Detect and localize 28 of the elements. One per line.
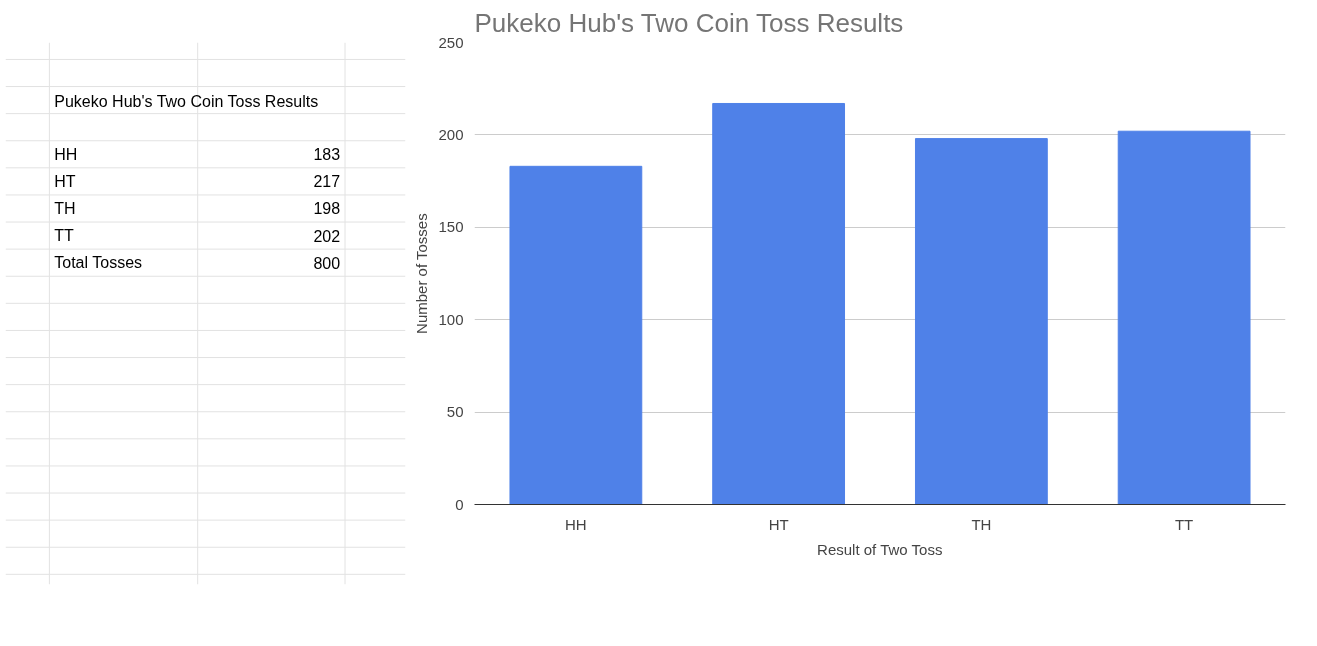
y-tick-label: 250 xyxy=(438,33,464,51)
text: Pukeko Hub's Two Coin Toss Results xyxy=(54,93,319,111)
y-tick-label: 0 xyxy=(455,495,464,513)
y-tick-label: 50 xyxy=(446,403,464,421)
text: 800 xyxy=(313,254,341,272)
bar xyxy=(509,165,643,505)
chart-title: Pukeko Hub's Two Coin Toss Results xyxy=(474,7,904,38)
bar xyxy=(1117,130,1251,505)
bar xyxy=(712,102,846,505)
text: 183 xyxy=(313,146,341,164)
x-tick-label: HT xyxy=(768,515,789,533)
text: HT xyxy=(54,172,76,190)
y-tick-label: 150 xyxy=(438,218,464,236)
y-tick-label: 100 xyxy=(438,310,464,328)
text: TH xyxy=(54,199,76,217)
text: 198 xyxy=(313,200,341,218)
text: HH xyxy=(54,145,78,163)
y-tick-label: 200 xyxy=(438,125,464,143)
text: Total Tosses xyxy=(54,254,143,272)
x-tick-label: TT xyxy=(1174,515,1194,533)
x-tick-label: TH xyxy=(971,515,992,533)
x-tick-label: HH xyxy=(565,515,587,533)
text: 202 xyxy=(313,227,341,245)
x-axis-title: Result of Two Toss xyxy=(817,540,943,558)
text: TT xyxy=(54,227,75,245)
text: 217 xyxy=(313,173,341,191)
y-axis-title: Number of Tosses xyxy=(413,213,431,334)
bar xyxy=(914,138,1048,505)
